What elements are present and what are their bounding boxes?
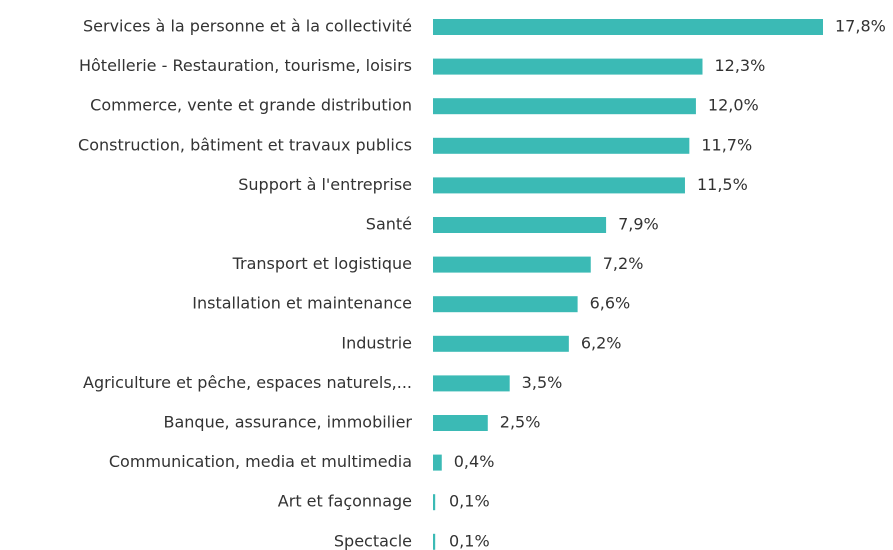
bar [433,494,436,511]
value-label: 6,6% [590,294,631,313]
value-label: 11,5% [697,175,748,194]
category-label: Santé [366,215,412,234]
bar [433,137,690,154]
category-label: Services à la personne et à la collectiv… [83,17,412,36]
category-label: Transport et logistique [232,254,412,273]
category-label: Support à l'entreprise [238,175,412,194]
value-label: 7,2% [603,254,644,273]
value-label: 2,5% [500,413,541,432]
bar [433,454,442,471]
category-label: Commerce, vente et grande distribution [90,96,412,115]
value-label: 7,9% [618,215,659,234]
value-label: 12,0% [708,96,759,115]
value-label: 3,5% [522,373,563,392]
value-label: 11,7% [701,135,752,154]
bar [433,177,685,194]
category-label: Art et façonnage [278,492,412,511]
category-label: Banque, assurance, immobilier [163,413,412,432]
bar [433,335,569,352]
value-label: 0,4% [454,452,495,471]
bar [433,375,510,392]
bar [433,533,436,550]
category-label: Construction, bâtiment et travaux public… [78,135,412,154]
bar [433,98,696,115]
value-label: 0,1% [449,492,490,511]
category-label: Spectacle [334,531,412,550]
category-label: Agriculture et pêche, espaces naturels,.… [83,373,412,392]
category-label: Hôtellerie - Restauration, tourisme, loi… [79,56,412,75]
value-label: 6,2% [581,333,622,352]
value-label: 17,8% [835,17,886,36]
value-label: 12,3% [714,56,765,75]
bar [433,296,578,313]
category-label: Industrie [341,333,412,352]
bar [433,256,591,273]
category-label: Installation et maintenance [192,294,412,313]
value-label: 0,1% [449,531,490,550]
bar [433,19,823,35]
category-label: Communication, media et multimedia [109,452,412,471]
bar [433,415,488,431]
bar [433,217,607,233]
bar [433,58,703,75]
